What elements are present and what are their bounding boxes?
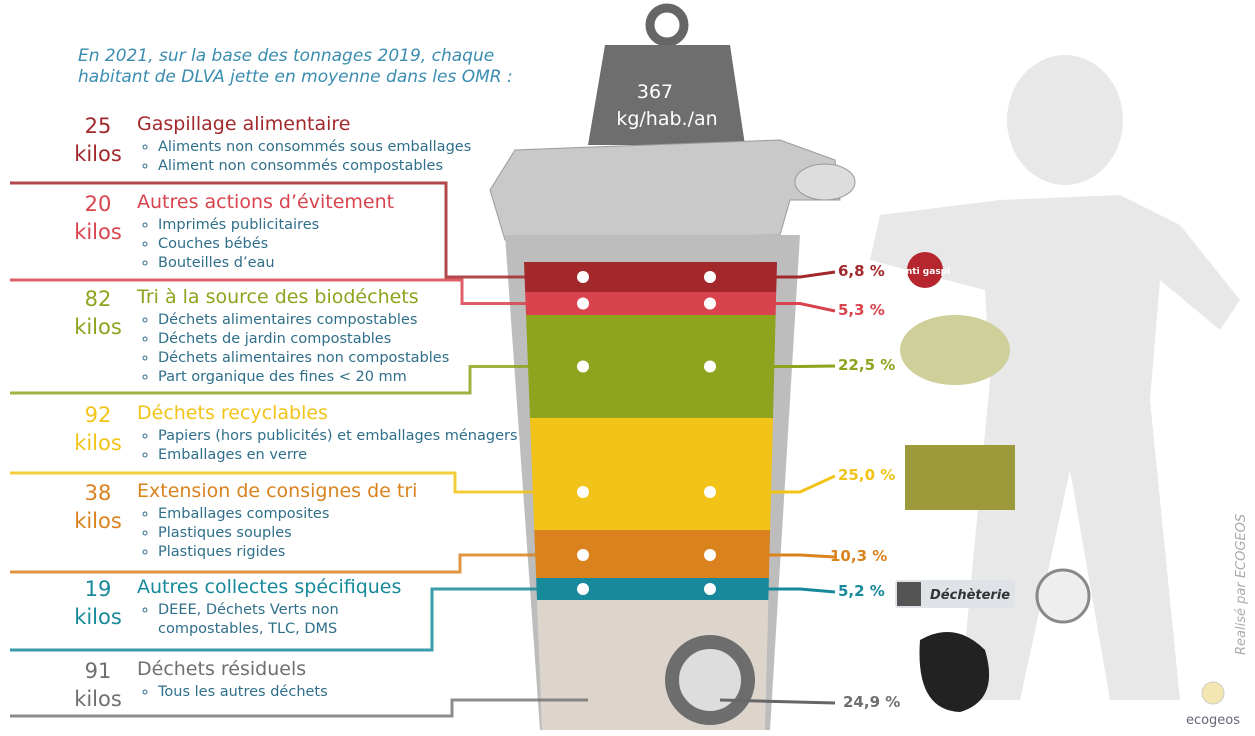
share: 10,3 % <box>830 547 887 565</box>
item: Aliment non consommés compostables <box>158 157 518 176</box>
items: DEEE, Déchets Verts non compostables, TL… <box>140 601 358 639</box>
intro-line: En 2021, sur la base des tonnages 2019, … <box>78 46 513 67</box>
recycle-image <box>905 445 1015 510</box>
unit: kilos <box>60 141 136 167</box>
item: Emballages en verre <box>158 446 518 465</box>
logo-text: ecogeos <box>1186 713 1240 728</box>
items: Aliments non consommés sous emballagesAl… <box>140 138 518 176</box>
dot <box>577 298 589 310</box>
share: 5,3 % <box>838 301 885 319</box>
item: Emballages composites <box>158 505 518 524</box>
amount: 92 <box>60 402 136 428</box>
unit: kilos <box>60 508 136 534</box>
amount: 82 <box>60 286 136 312</box>
category-title: Déchets résiduels <box>137 658 306 680</box>
credit: Realisé par ECOGEOS <box>1234 514 1249 655</box>
organic-image <box>900 315 1010 385</box>
dot <box>704 486 716 498</box>
unit: kilos <box>60 314 136 340</box>
dot <box>704 298 716 310</box>
intro-line: habitant de DLVA jette en moyenne dans l… <box>78 67 513 88</box>
weight-value: 367 <box>637 81 673 103</box>
unit: kilos <box>60 430 136 456</box>
item: Bouteilles d’eau <box>158 254 518 273</box>
items: Papiers (hors publicités) et emballages … <box>140 427 518 465</box>
logo-icon <box>1202 682 1224 704</box>
items: Imprimés publicitairesCouches bébésBoute… <box>140 216 518 273</box>
share: 25,0 % <box>838 466 895 484</box>
weight-unit: kg/hab./an <box>616 108 717 130</box>
tlc-logo <box>1037 570 1089 622</box>
dot <box>704 549 716 561</box>
antigaspi-text: anti gaspi <box>900 267 950 277</box>
amount: 19 <box>60 576 136 602</box>
dot <box>704 271 716 283</box>
category-title: Autres actions d’évitement <box>137 191 394 213</box>
dot <box>704 583 716 595</box>
unit: kilos <box>60 219 136 245</box>
amount: 20 <box>60 191 136 217</box>
items: Emballages compositesPlastiques souplesP… <box>140 505 518 562</box>
unit: kilos <box>60 686 136 712</box>
category-title: Autres collectes spécifiques <box>137 576 401 598</box>
intro: En 2021, sur la base des tonnages 2019, … <box>78 46 513 88</box>
amount: 25 <box>60 113 136 139</box>
item: Imprimés publicitaires <box>158 216 518 235</box>
item: Couches bébés <box>158 235 518 254</box>
category-title: Extension de consignes de tri <box>137 480 417 502</box>
items: Déchets alimentaires compostablesDéchets… <box>140 311 518 387</box>
item: Part organique des fines < 20 mm <box>158 368 518 387</box>
item: Déchets de jardin compostables <box>158 330 518 349</box>
dot <box>577 271 589 283</box>
share: 5,2 % <box>838 582 885 600</box>
dot <box>577 549 589 561</box>
dot <box>577 361 589 373</box>
category-title: Gaspillage alimentaire <box>137 113 351 135</box>
item: Déchets alimentaires compostables <box>158 311 518 330</box>
lid-handle <box>795 164 855 200</box>
share: 22,5 % <box>838 356 895 374</box>
item: DEEE, Déchets Verts non compostables, TL… <box>158 601 358 639</box>
unit: kilos <box>60 604 136 630</box>
item: Déchets alimentaires non compostables <box>158 349 518 368</box>
decheterie-text: Déchèterie <box>930 588 1010 603</box>
bin-lid <box>490 140 840 240</box>
items: Tous les autres déchets <box>140 683 518 702</box>
amount: 38 <box>60 480 136 506</box>
bin-wheel <box>672 642 748 718</box>
category-title: Tri à la source des biodéchets <box>137 286 419 308</box>
share: 6,8 % <box>838 262 885 280</box>
dot <box>704 361 716 373</box>
page: 367 kg/hab./an anti gaspi Déchèterie Rea… <box>0 0 1255 736</box>
item: Aliments non consommés sous emballages <box>158 138 518 157</box>
category-title: Déchets recyclables <box>137 402 328 424</box>
amount: 91 <box>60 658 136 684</box>
dot <box>577 583 589 595</box>
item: Plastiques rigides <box>158 543 518 562</box>
item: Tous les autres déchets <box>158 683 518 702</box>
item: Plastiques souples <box>158 524 518 543</box>
item: Papiers (hors publicités) et emballages … <box>158 427 518 446</box>
bin-segment <box>530 418 773 530</box>
decheterie-icon <box>897 582 921 606</box>
connector <box>710 366 835 367</box>
dot <box>577 486 589 498</box>
share: 24,9 % <box>843 693 900 711</box>
